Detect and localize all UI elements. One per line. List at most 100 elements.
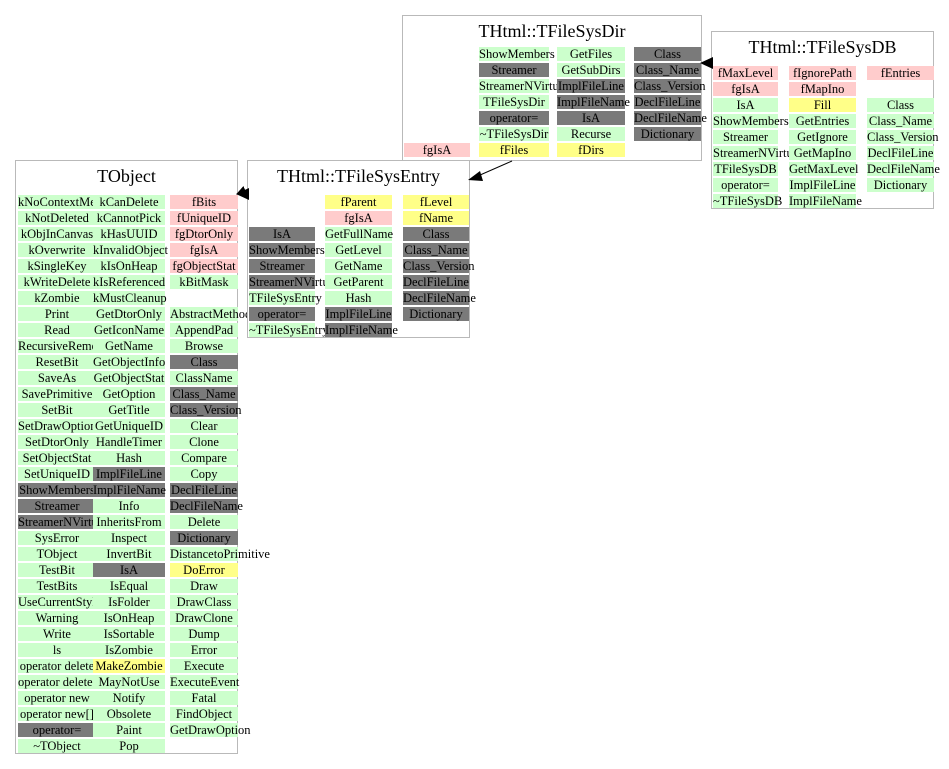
member-cell: FindObject (170, 707, 238, 721)
member-cell: kCanDelete (93, 195, 165, 209)
member-cell: Warning (18, 611, 96, 625)
member-cell: operator delete[] (18, 675, 101, 689)
member-label: ImplFileName (325, 323, 398, 337)
member-label: fFiles (499, 143, 529, 157)
member-cell: Dictionary (867, 178, 934, 192)
member-label: RecursiveRemove (18, 339, 110, 353)
member-cell: kMustCleanup (93, 291, 167, 305)
member-label: Hash (116, 451, 142, 465)
member-cell: SetBit (18, 403, 96, 417)
member-label: ImplFileLine (558, 79, 624, 93)
member-cell: GetUniqueID (93, 419, 165, 433)
member-label: TestBit (39, 563, 75, 577)
member-cell: Clone (170, 435, 238, 449)
member-label: Streamer (491, 63, 537, 77)
member-label: HandleTimer (95, 435, 163, 449)
member-label: StreamerNVirtual (249, 275, 338, 289)
member-column: ShowMembers Streamer StreamerNVirtual TFile… (479, 47, 568, 143)
member-label: DeclFileName (403, 291, 476, 305)
member-label: Print (44, 307, 70, 321)
member-cell: SetDrawOption (18, 419, 96, 433)
member-cell: TObject (18, 547, 96, 561)
member-cell: Notify (93, 691, 165, 705)
member-label: Recurse (570, 127, 612, 141)
class-title: THtml::TFileSysDB (748, 37, 897, 57)
member-cell: SetDtorOnly (18, 435, 96, 449)
member-cell: Recurse (557, 127, 625, 141)
member-label: StreamerNVirtual (18, 515, 107, 529)
member-cell: DeclFileLine (170, 483, 238, 497)
member-cell: ~TObject (18, 739, 96, 753)
member-label: operator delete (19, 659, 95, 673)
member-cell: Class_Version (634, 79, 706, 93)
member-cell: ImplFileName (93, 483, 166, 497)
member-label: Dictionary (409, 307, 463, 321)
empty-cell (170, 291, 238, 305)
member-cell: ShowMembers (479, 47, 555, 61)
member-cell: operator= (713, 178, 778, 192)
member-column: GetFiles GetSubDirs ImplFileLine ImplFileNa… (557, 47, 630, 143)
member-label: fBits (191, 195, 217, 209)
member-label: GetTitle (108, 403, 150, 417)
member-column: fIgnorePath fMapIno Fill GetEntries GetIgnor… (789, 66, 862, 210)
member-cell: kZombie (18, 291, 96, 305)
member-cell: Read (18, 323, 96, 337)
member-label: Streamer (34, 499, 80, 513)
member-cell: DeclFileName (634, 111, 707, 125)
member-cell: SaveAs (18, 371, 96, 385)
member-cell: Write (18, 627, 96, 641)
member-cell: fgIsA (404, 143, 470, 157)
member-cell: Streamer (479, 63, 549, 77)
member-label: DeclFileName (170, 499, 243, 513)
arrowhead-entry (468, 171, 483, 181)
member-cell: Class_Version (170, 403, 242, 417)
member-cell: Dictionary (634, 127, 701, 141)
member-cell: fMapIno (789, 82, 856, 96)
member-label: fgDtorOnly (174, 227, 234, 241)
member-label: Class (886, 98, 915, 112)
member-label: IsSortable (103, 627, 155, 641)
member-cell: fParent (325, 195, 392, 209)
member-label: kOverwrite (28, 243, 86, 257)
member-cell: operator new (18, 691, 96, 705)
member-cell: Error (170, 643, 238, 657)
member-cell: kWriteDelete (18, 275, 96, 289)
member-label: Inspect (110, 531, 148, 545)
member-label: Dump (188, 627, 220, 641)
member-label: kHasUUID (100, 227, 158, 241)
member-label: IsFolder (108, 595, 150, 609)
member-label: fLevel (419, 195, 453, 209)
member-label: ClassName (175, 371, 233, 385)
member-label: Read (44, 323, 70, 337)
member-label: ImplFileLine (325, 307, 392, 321)
member-label: Compare (181, 451, 227, 465)
member-cell: StreamerNVirtual (713, 146, 802, 160)
member-label: GetIgnore (797, 130, 848, 144)
member-cell: fIgnorePath (789, 66, 856, 80)
member-label: GetParent (333, 275, 384, 289)
member-cell: DeclFileLine (403, 275, 469, 289)
member-label: IsA (736, 98, 755, 112)
member-label: Pop (119, 739, 139, 753)
member-cell: GetObjectInfo (93, 355, 165, 369)
member-label: Dictionary (873, 178, 928, 192)
member-cell: fEntries (867, 66, 934, 80)
member-cell: fLevel (403, 195, 469, 209)
member-cell: Class (867, 98, 934, 112)
member-cell: GetDrawOption (170, 723, 251, 737)
member-cell: ShowMembers (249, 243, 325, 257)
member-cell: IsA (93, 563, 165, 577)
member-cell: SetObjectStat (18, 451, 96, 465)
member-label: kCanDelete (99, 195, 159, 209)
member-cell: operator new[] (18, 707, 96, 721)
member-label: kNotDeleted (25, 211, 89, 225)
member-label: fIgnorePath (792, 66, 852, 80)
member-cell: ImplFileLine (325, 307, 392, 321)
member-cell: GetFiles (557, 47, 625, 61)
member-cell: fgDtorOnly (170, 227, 238, 241)
member-cell: operator= (479, 111, 549, 125)
member-cell: fUniqueID (170, 211, 238, 225)
member-cell: fName (403, 211, 469, 225)
member-label: MakeZombie (95, 659, 163, 673)
member-label: Obsolete (106, 707, 152, 721)
